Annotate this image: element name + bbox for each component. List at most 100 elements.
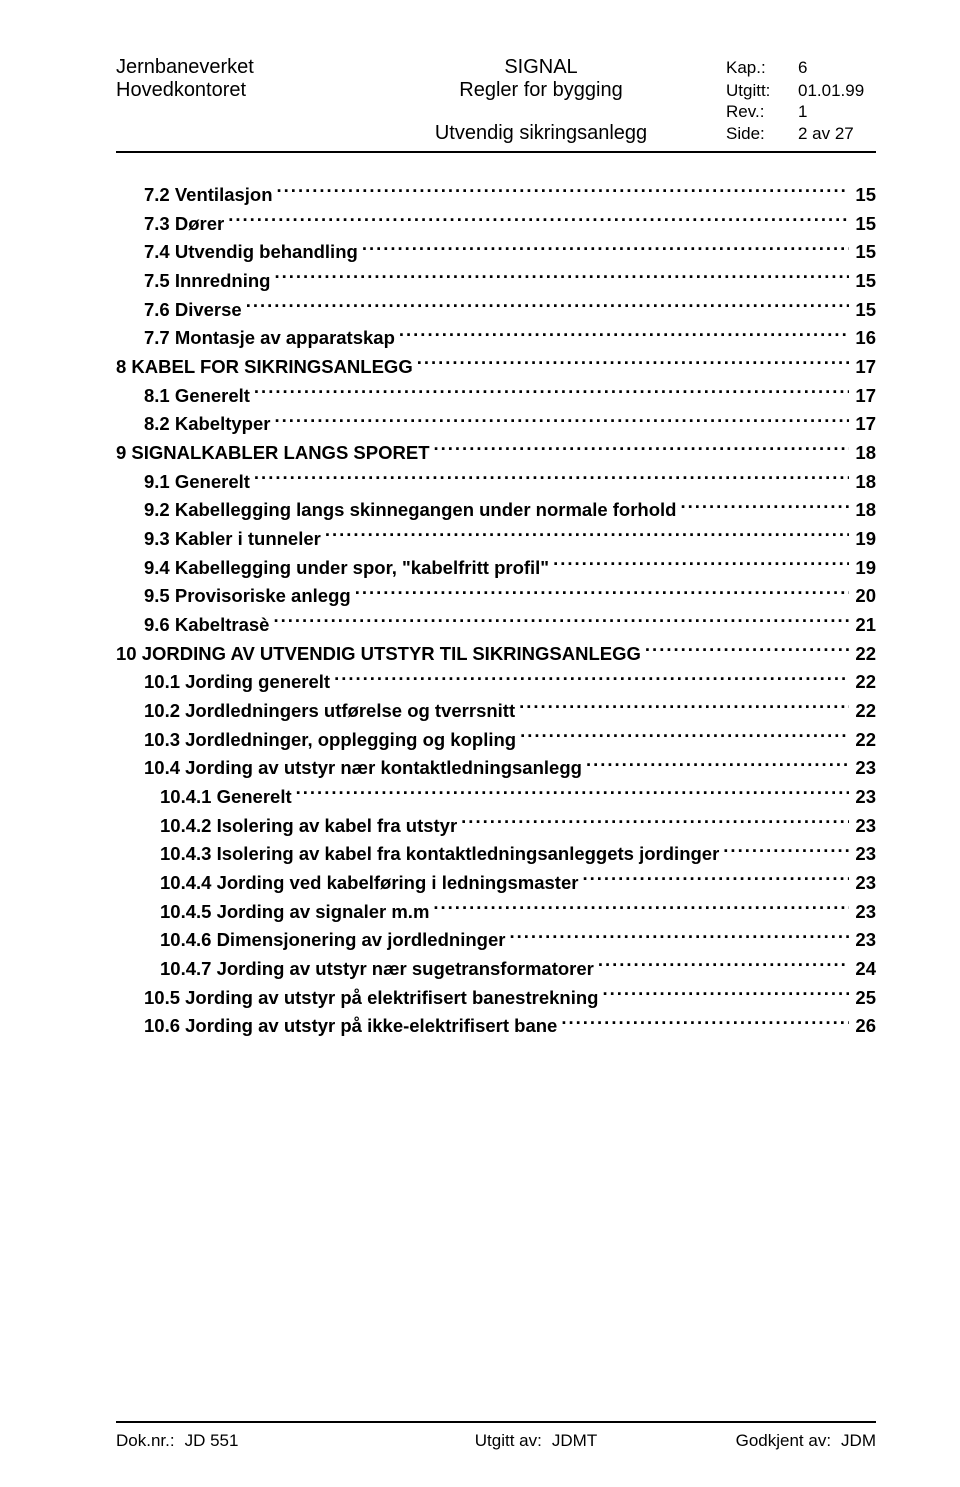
toc-leader-dots [274, 269, 849, 288]
toc-entry-label: 7.2 Ventilasjon [144, 181, 277, 210]
toc-entry: 10.4 Jording av utstyr nær kontaktlednin… [116, 754, 876, 783]
toc-leader-dots [399, 326, 850, 345]
toc-entry-label: 10 JORDING AV UTVENDIG UTSTYR TIL SIKRIN… [116, 640, 645, 669]
toc-entry: 10.4.4 Jording ved kabelføring i ledning… [116, 869, 876, 898]
toc-entry-label: 10.4.6 Dimensjonering av jordledninger [160, 926, 509, 955]
toc-entry: 7.6 Diverse15 [116, 296, 876, 325]
footer-godkjent: Godkjent av: JDM [656, 1431, 876, 1451]
toc-entry-page: 18 [849, 439, 876, 468]
toc-leader-dots [417, 355, 850, 374]
toc-entry-page: 21 [849, 611, 876, 640]
utgitt-value: 01.01.99 [798, 81, 876, 101]
toc-leader-dots [325, 527, 850, 546]
toc-entry-page: 22 [849, 668, 876, 697]
toc-entry: 9.3 Kabler i tunneler 19 [116, 525, 876, 554]
toc-entry-page: 18 [849, 468, 876, 497]
toc-entry: 7.3 Dører15 [116, 210, 876, 239]
utgitt-label: Utgitt: [726, 81, 798, 101]
toc-leader-dots [254, 383, 850, 402]
toc-entry: 7.5 Innredning15 [116, 267, 876, 296]
header-title-2: Regler for bygging [396, 79, 686, 102]
side-value: 2 av 27 [798, 124, 876, 144]
toc-entry-label: 8.1 Generelt [144, 382, 254, 411]
toc-entry-label: 10.4.5 Jording av signaler m.m [160, 898, 433, 927]
toc-entry: 10.4.7 Jording av utstyr nær sugetransfo… [116, 955, 876, 984]
toc-leader-dots [461, 813, 849, 832]
toc-entry-page: 23 [849, 926, 876, 955]
toc-entry-label: 9.1 Generelt [144, 468, 254, 497]
toc-entry-label: 10.4 Jording av utstyr nær kontaktlednin… [144, 754, 586, 783]
toc-entry: 9 SIGNALKABLER LANGS SPORET18 [116, 439, 876, 468]
header-office: Hovedkontoret [116, 79, 396, 102]
utgittav-label: Utgitt av: [475, 1431, 552, 1451]
toc-entry-page: 15 [849, 181, 876, 210]
toc-entry-label: 7.7 Montasje av apparatskap [144, 324, 399, 353]
header-utgitt: Utgitt: 01.01.99 [686, 81, 876, 101]
toc-entry: 9.4 Kabellegging under spor, "kabelfritt… [116, 554, 876, 583]
page-footer: Dok.nr.: JD 551 Utgitt av: JDMT Godkjent… [116, 1431, 876, 1451]
toc-leader-dots [509, 928, 849, 947]
toc-entry-page: 18 [849, 496, 876, 525]
toc-entry-page: 23 [849, 812, 876, 841]
toc-entry-page: 17 [849, 353, 876, 382]
header-kap: Kap.: 6 [686, 58, 876, 78]
toc-entry-page: 16 [849, 324, 876, 353]
toc-entry-page: 23 [849, 869, 876, 898]
header-side: Side: 2 av 27 [686, 124, 876, 144]
toc-entry-label: 8.2 Kabeltyper [144, 410, 274, 439]
doknr-label: Dok.nr.: [116, 1431, 185, 1451]
toc-entry: 9.5 Provisoriske anlegg20 [116, 582, 876, 611]
footer-rule [116, 1421, 876, 1423]
toc-entry-label: 9.4 Kabellegging under spor, "kabelfritt… [144, 554, 553, 583]
toc-entry-label: 8 KABEL FOR SIKRINGSANLEGG [116, 353, 417, 382]
toc-leader-dots [582, 871, 849, 890]
toc-entry: 10.5 Jording av utstyr på elektrifisert … [116, 984, 876, 1013]
toc-leader-dots [561, 1014, 849, 1033]
toc-entry: 10.4.1 Generelt23 [116, 783, 876, 812]
toc-entry: 10.6 Jording av utstyr på ikke-elektrifi… [116, 1012, 876, 1041]
toc-entry-page: 22 [849, 640, 876, 669]
toc-entry: 10.1 Jording generelt 22 [116, 668, 876, 697]
toc-entry-page: 15 [849, 210, 876, 239]
toc-entry-page: 23 [849, 840, 876, 869]
table-of-contents: 7.2 Ventilasjon157.3 Dører157.4 Utvendig… [116, 181, 876, 1041]
toc-entry: 9.1 Generelt 18 [116, 468, 876, 497]
footer-doknr: Dok.nr.: JD 551 [116, 1431, 416, 1451]
toc-entry-page: 15 [849, 238, 876, 267]
toc-entry: 10.3 Jordledninger, opplegging og koplin… [116, 726, 876, 755]
toc-entry-label: 10.4.4 Jording ved kabelføring i ledning… [160, 869, 582, 898]
toc-entry-label: 9.3 Kabler i tunneler [144, 525, 325, 554]
toc-leader-dots [553, 555, 849, 574]
toc-leader-dots [645, 641, 850, 660]
header-row-2: Hovedkontoret Regler for bygging Utgitt:… [116, 79, 876, 102]
toc-entry: 10.4.5 Jording av signaler m.m 23 [116, 898, 876, 927]
header-rule [116, 151, 876, 153]
toc-entry: 9.2 Kabellegging langs skinnegangen unde… [116, 496, 876, 525]
toc-entry-label: 10.1 Jording generelt [144, 668, 334, 697]
toc-entry: 10.4.6 Dimensjonering av jordledninger 23 [116, 926, 876, 955]
toc-leader-dots [520, 727, 849, 746]
utgittav-value: JDMT [552, 1431, 597, 1451]
toc-entry: 9.6 Kabeltrasè 21 [116, 611, 876, 640]
toc-entry-page: 19 [849, 525, 876, 554]
godkjent-value: JDM [841, 1431, 876, 1451]
toc-entry: 8 KABEL FOR SIKRINGSANLEGG 17 [116, 353, 876, 382]
toc-entry: 10.4.2 Isolering av kabel fra utstyr23 [116, 812, 876, 841]
toc-entry: 7.4 Utvendig behandling15 [116, 238, 876, 267]
kap-value: 6 [798, 58, 876, 78]
toc-entry-page: 23 [849, 898, 876, 927]
toc-entry: 8.2 Kabeltyper17 [116, 410, 876, 439]
toc-entry-page: 19 [849, 554, 876, 583]
document-page: Jernbaneverket SIGNAL Kap.: 6 Hovedkonto… [0, 0, 960, 1487]
toc-entry-page: 15 [849, 296, 876, 325]
godkjent-label: Godkjent av: [736, 1431, 841, 1451]
toc-leader-dots [246, 297, 850, 316]
toc-entry-label: 10.4.3 Isolering av kabel fra kontaktled… [160, 840, 723, 869]
toc-entry-label: 10.4.1 Generelt [160, 783, 296, 812]
toc-entry-label: 7.5 Innredning [144, 267, 274, 296]
toc-leader-dots [602, 985, 849, 1004]
toc-entry-label: 9.6 Kabeltrasè [144, 611, 273, 640]
toc-leader-dots [598, 957, 850, 976]
toc-entry: 7.2 Ventilasjon 15 [116, 181, 876, 210]
toc-leader-dots [228, 211, 849, 230]
